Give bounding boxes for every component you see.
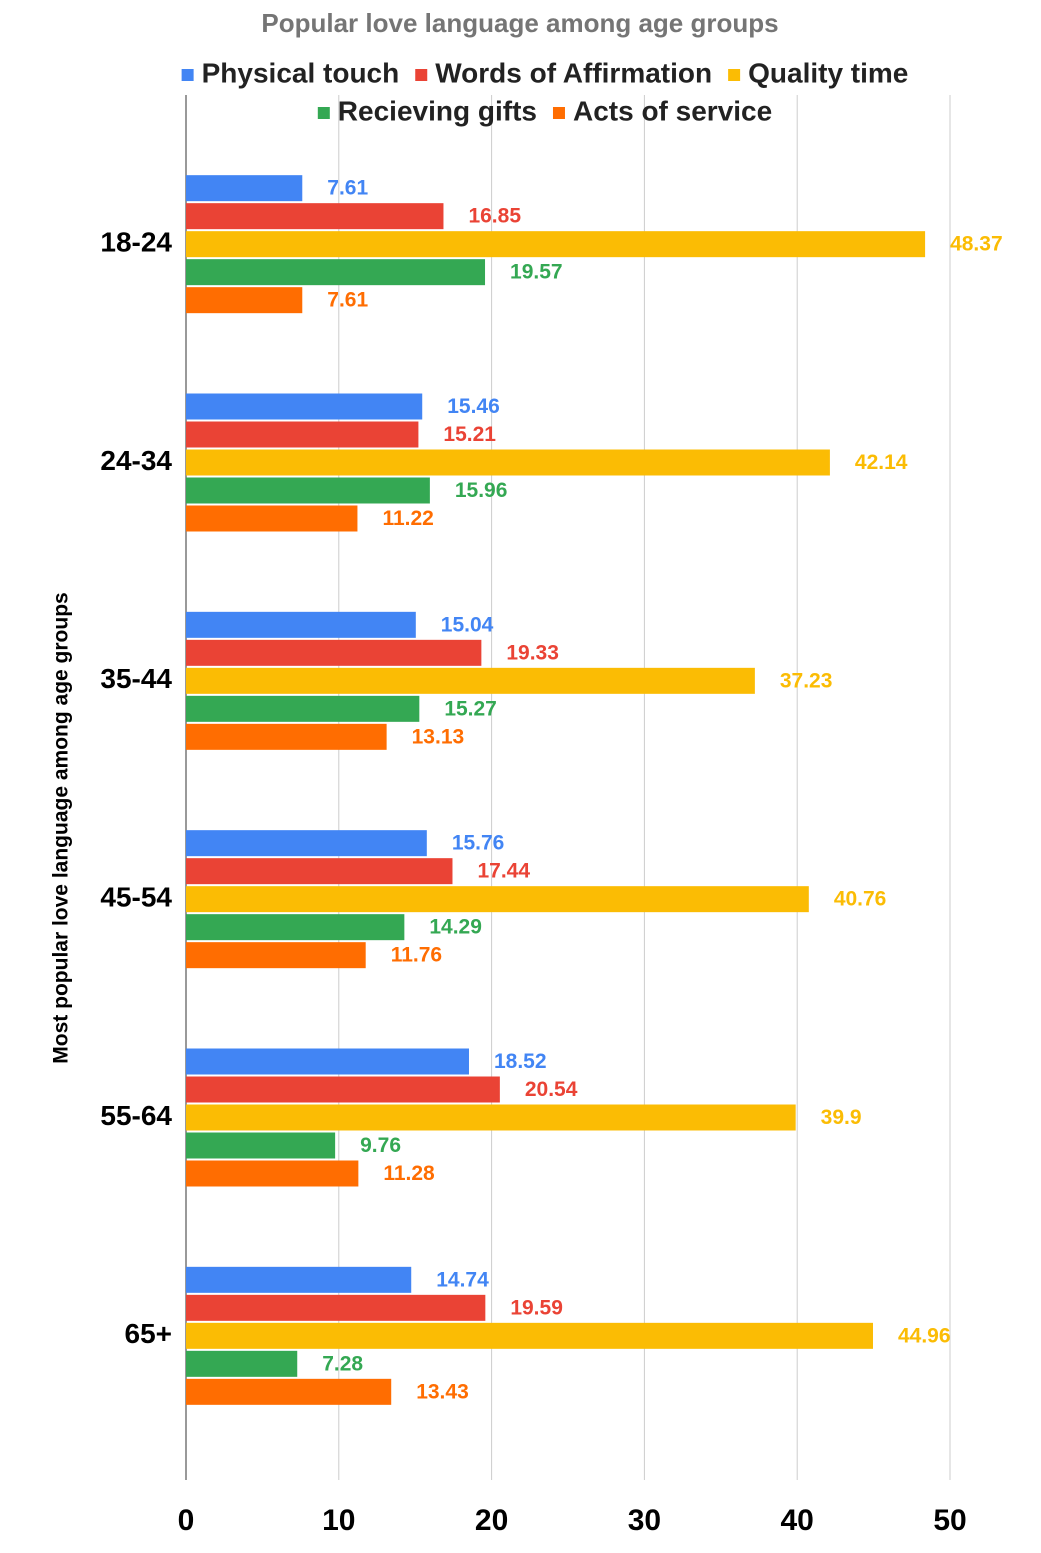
legend-swatch [728,69,741,81]
x-tick-label: 20 [475,1504,508,1537]
y-axis-title: Most popular love language among age gro… [50,592,73,1063]
bar [186,886,809,913]
data-label: 18.52 [494,1050,547,1073]
data-label: 19.33 [506,641,559,664]
bar [186,667,755,694]
data-label: 14.29 [429,916,482,939]
bar [186,175,303,202]
data-label: 39.9 [821,1106,862,1129]
legend-row: Recieving gifts Acts of service [317,95,772,126]
bar [186,858,453,885]
legend-label: Physical touch [202,57,400,88]
bar [186,477,430,504]
data-label: 16.85 [468,205,521,228]
bar [186,639,482,666]
bar [186,231,926,258]
bar [186,1104,796,1131]
data-label: 11.76 [391,944,442,967]
data-label: 15.27 [444,697,497,720]
bar [186,393,423,420]
legend-label: Quality time [748,57,908,88]
data-label: 11.28 [383,1162,435,1185]
data-label: 15.76 [452,832,505,855]
data-label: 14.74 [436,1268,489,1291]
bar [186,695,420,722]
bar [186,1160,359,1187]
legend-swatch [317,107,330,119]
data-label: 17.44 [477,860,530,883]
data-label: 15.96 [455,479,508,502]
data-label: 48.37 [950,233,1003,256]
bar [186,259,486,286]
bar [186,723,387,750]
y-tick-label: 24-34 [100,445,172,476]
bar [186,287,303,314]
data-label: 13.13 [412,725,465,748]
data-label: 13.43 [416,1380,469,1403]
legend-label: Words of Affirmation [435,57,712,88]
bar [186,1132,336,1159]
x-tick-label: 50 [933,1504,966,1537]
bar [186,1322,873,1349]
y-tick-label: 45-54 [100,882,172,913]
data-label: 7.28 [322,1352,363,1375]
bar [186,1048,469,1075]
bar [186,611,416,638]
bar [186,421,419,448]
data-label: 42.14 [855,451,908,474]
bar [186,1076,500,1103]
legend-label: Recieving gifts [338,95,537,126]
data-label: 15.04 [441,613,494,636]
x-tick-label: 0 [178,1504,195,1537]
bar [186,1266,412,1293]
legend-swatch [181,69,194,81]
bar [186,449,830,476]
bar [186,1350,298,1377]
data-label: 20.54 [525,1078,578,1101]
data-label: 19.59 [510,1296,563,1319]
data-label: 37.23 [780,669,833,692]
x-tick-label: 10 [322,1504,355,1537]
data-label: 7.61 [327,177,368,200]
bar [186,203,444,230]
legend-swatch [552,107,565,119]
bar [186,1294,486,1321]
grid [185,95,951,1480]
x-tick-label: 30 [628,1504,661,1537]
bar [186,914,405,941]
y-tick-label: 18-24 [100,227,172,258]
data-label: 15.46 [447,395,500,418]
data-label: 19.57 [510,261,563,284]
legend-label: Acts of service [573,95,772,126]
y-tick-label: 65+ [125,1318,173,1349]
data-label: 9.76 [360,1134,401,1157]
chart-title: Popular love language among age groups [261,8,778,38]
data-label: 15.21 [443,423,496,446]
legend-swatch [415,69,428,81]
y-tick-label: 35-44 [100,663,172,694]
data-label: 44.96 [898,1324,951,1347]
legend-row: Physical touch Words of Affirmation Qualit… [181,57,908,88]
data-label: 11.22 [382,507,433,530]
bar [186,1378,392,1405]
x-tick-label: 40 [781,1504,814,1537]
y-tick-label: 55-64 [100,1100,172,1131]
bar [186,505,358,532]
data-label: 40.76 [834,888,887,911]
bar [186,830,427,857]
data-label: 7.61 [327,289,368,312]
bar [186,942,366,969]
